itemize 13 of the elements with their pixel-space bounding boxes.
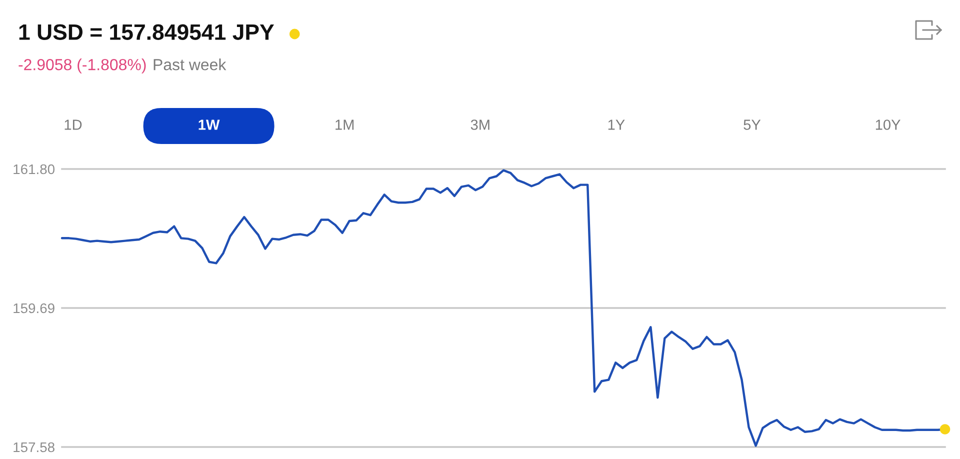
text: 1M (336, 120, 354, 130)
chart-subtitle: -2.9058 (-1.808%) (18, 58, 146, 74)
text: 1D (64, 120, 82, 130)
y-tick-label: 159.69 (14, 303, 54, 314)
text: 5Y (744, 120, 761, 130)
text: 1Y (608, 120, 625, 130)
text: 3M (470, 120, 490, 130)
y-tick-label: 161.80 (14, 164, 55, 174)
text: Past week (154, 58, 226, 70)
text: 10Y (876, 120, 900, 130)
text: 1W (198, 120, 220, 130)
chart-title: 1 USD = 157.849541 JPY (19, 24, 274, 40)
y-tick-label: 157.58 (14, 442, 54, 452)
